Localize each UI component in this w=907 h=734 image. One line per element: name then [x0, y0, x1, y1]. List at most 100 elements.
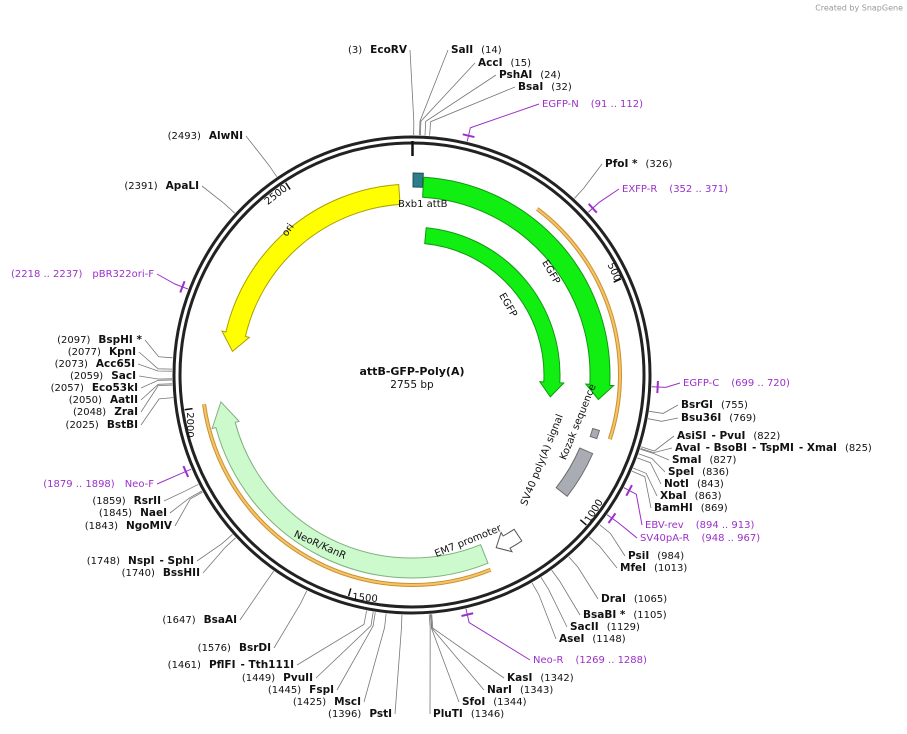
site-leader — [637, 457, 662, 485]
site-text: (836) — [702, 467, 729, 478]
site-label: (1576) BsrDI — [198, 642, 271, 654]
site-label: (1449) PvuII — [242, 672, 313, 684]
site-leader — [138, 375, 173, 380]
site-label: XbaI (863) — [660, 490, 722, 502]
site-leader — [430, 614, 460, 703]
ruler-tick — [184, 407, 193, 411]
site-label: (3) EcoRV — [348, 44, 408, 56]
site-label: (1647) BsaAI — [162, 614, 237, 626]
site-text: - BsoBI — [706, 442, 747, 454]
site-leader — [140, 384, 173, 413]
site-label: BamHI (869) — [654, 502, 728, 514]
primer-text: Neo-F — [125, 479, 155, 490]
site-leader — [551, 569, 581, 616]
site-text: AatII — [110, 394, 138, 406]
site-text: BsrGI — [681, 399, 713, 411]
site-label: NotI (843) — [664, 478, 724, 490]
ruler-tick — [579, 519, 587, 526]
feature-label: SV40 poly(A) signal — [519, 413, 566, 508]
site-text: AsiSI — [677, 430, 706, 442]
primer-leader — [651, 382, 681, 388]
site-label: PshAI (24) — [499, 69, 561, 81]
site-text: (1859) — [92, 496, 125, 507]
primer-text: (352 .. 371) — [669, 184, 728, 195]
feature-label: Bxb1 attB — [398, 199, 448, 210]
site-text: ZraI — [114, 406, 138, 418]
site-label: (1843) NgoMIV — [85, 520, 173, 532]
site-leader — [315, 611, 374, 679]
site-label: (1740) BssHII — [122, 567, 200, 579]
primer-text: (1269 .. 1288) — [576, 655, 648, 666]
backbone-outer — [172, 135, 652, 615]
site-label: (2057) Eco53kI — [51, 382, 138, 394]
site-label: (2077) KpnI — [68, 346, 136, 358]
plasmid-name: attB-GFP-Poly(A) — [360, 365, 465, 378]
site-text: (2097) — [57, 335, 90, 346]
primer-text: (1879 .. 1898) — [43, 479, 115, 490]
site-text: (2077) — [68, 347, 101, 358]
site-label: SalI (14) — [451, 44, 502, 56]
site-text: (769) — [729, 413, 756, 424]
site-text: Acc65I — [96, 358, 135, 370]
site-text: (2059) — [70, 371, 103, 382]
site-text: BsaAI — [204, 614, 237, 626]
site-leader — [296, 610, 367, 666]
ruler-label: 1000 — [583, 498, 606, 525]
site-leader — [430, 614, 485, 691]
feature-shape — [555, 447, 594, 498]
site-text: (825) — [845, 443, 872, 454]
site-text: NarI — [487, 684, 512, 696]
site-leader — [540, 577, 568, 628]
site-text: AccI — [478, 57, 502, 69]
site-text: Eco53kI — [92, 382, 138, 394]
site-text: (1105) — [633, 610, 666, 621]
primer-track-core — [536, 208, 621, 440]
site-leader — [424, 74, 497, 136]
site-leader — [640, 447, 673, 454]
feature-label: EGFP — [496, 291, 518, 319]
site-text: (2025) — [66, 420, 99, 431]
site-text: NspI — [128, 555, 154, 567]
site-label: (1396) PstI — [328, 708, 392, 720]
site-text: (2493) — [168, 131, 201, 142]
site-label: (2048) ZraI — [73, 406, 138, 418]
primer-label: SV40pA-R (948 .. 967) — [640, 533, 760, 544]
site-text: SalI — [451, 44, 473, 56]
site-text: ApaLI — [166, 180, 199, 192]
site-leader — [169, 490, 203, 514]
site-text: (3) — [348, 45, 362, 56]
site-text: (2391) — [124, 181, 157, 192]
primer-label: (1879 .. 1898) Neo-F — [43, 479, 154, 490]
site-label: AseI (1148) — [559, 633, 626, 645]
site-text: (1748) — [87, 556, 120, 567]
site-text: (1013) — [654, 563, 687, 574]
site-text: KasI — [507, 672, 532, 684]
site-label: (1445) FspI — [268, 684, 334, 696]
site-text: (14) — [481, 45, 502, 56]
primer-label: Neo-R (1269 .. 1288) — [533, 655, 647, 666]
site-text: (1425) — [293, 697, 326, 708]
site-label: (2025) BstBI — [66, 419, 138, 431]
primer-leader — [156, 273, 189, 290]
site-label: (2391) ApaLI — [124, 180, 199, 192]
site-leader — [140, 383, 173, 401]
site-text: PsiI — [628, 550, 649, 562]
site-label: (2097) BspHI * — [57, 334, 142, 346]
site-label: SpeI (836) — [668, 466, 729, 478]
site-label: (2059) SacI — [70, 370, 136, 382]
site-leader — [649, 404, 679, 414]
site-text: (1449) — [242, 673, 275, 684]
site-text: SmaI — [672, 454, 702, 466]
site-text: - PvuI — [711, 430, 745, 442]
site-text: (1740) — [122, 568, 155, 579]
features — [202, 172, 622, 588]
site-text: SfoI — [462, 696, 485, 708]
site-text: SpeI — [668, 466, 694, 478]
site-label: PsiI (984) — [628, 550, 684, 562]
site-text: (1342) — [540, 673, 573, 684]
ruler-label: 500 — [605, 261, 623, 283]
site-text: (32) — [551, 82, 572, 93]
primer-leader — [606, 514, 638, 539]
site-text: BsaI — [518, 81, 543, 93]
